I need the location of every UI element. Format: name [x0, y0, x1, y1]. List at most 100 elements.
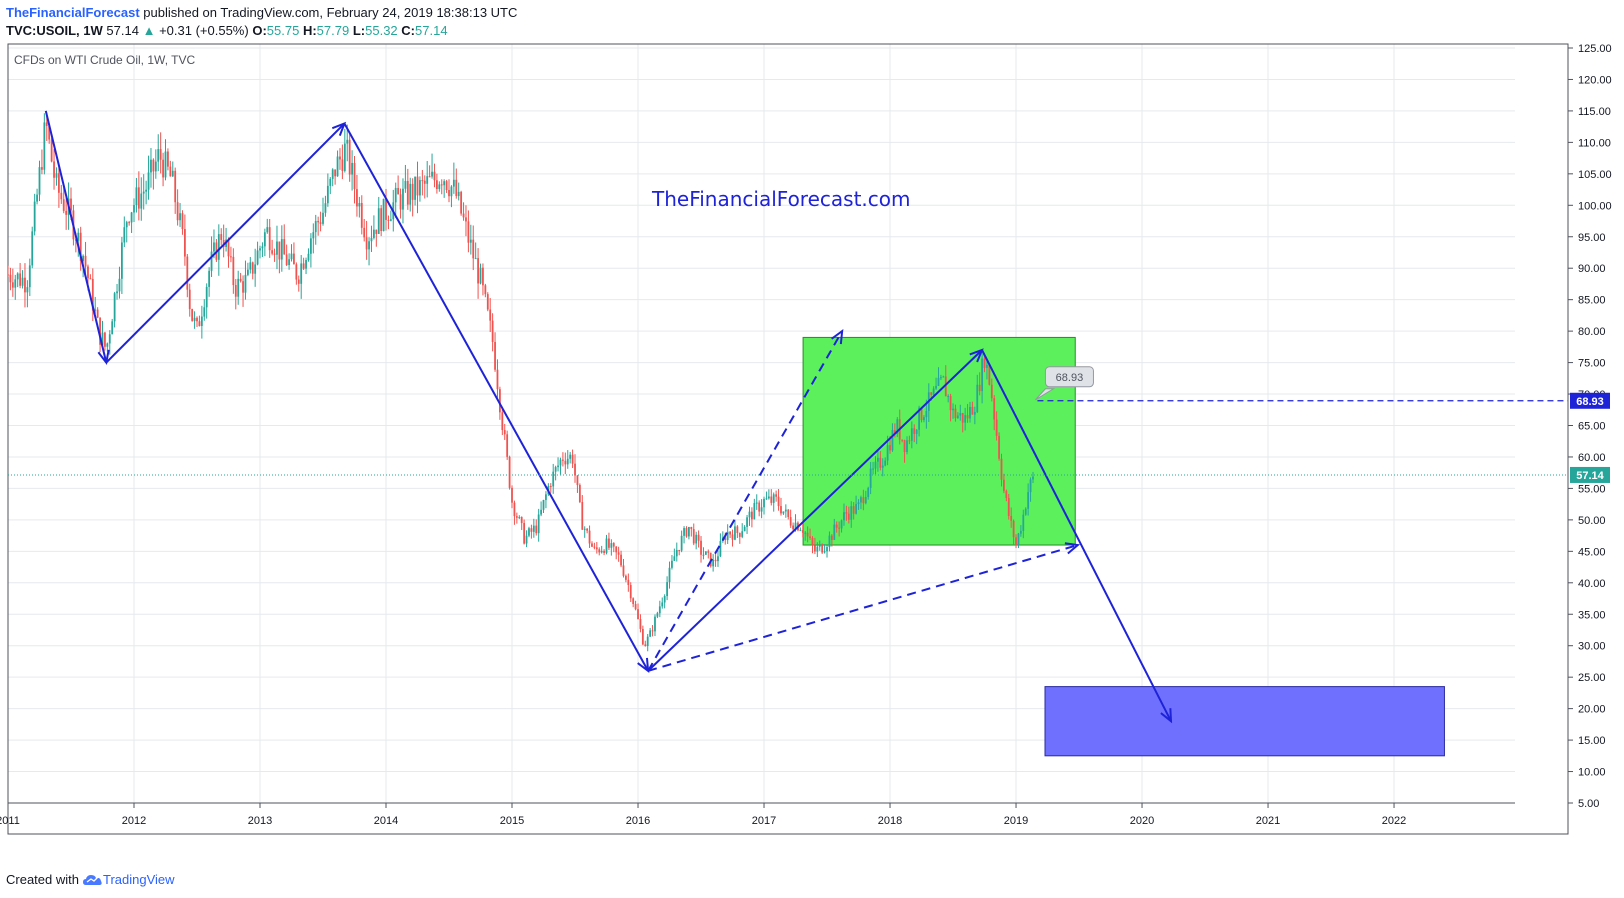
candle-body	[380, 208, 383, 232]
candle-body	[28, 265, 31, 288]
candle-body	[821, 544, 824, 553]
candle-body	[130, 212, 133, 223]
candle-body	[477, 258, 479, 284]
candle-body	[234, 285, 237, 297]
candle-body	[523, 522, 526, 544]
price-callout[interactable]: 68.93	[1035, 366, 1094, 401]
trend-arrow-5[interactable]	[981, 349, 1172, 722]
candle-body	[11, 282, 14, 288]
candle-body	[1029, 479, 1032, 493]
candle-body	[964, 415, 967, 423]
trend-arrow-1[interactable]	[44, 110, 108, 363]
candle-body	[213, 242, 215, 252]
candle-body	[1007, 497, 1010, 516]
candle-body	[411, 183, 414, 200]
candle-body	[782, 511, 785, 514]
candle-body	[387, 219, 390, 221]
price-tick-label: 10.00	[1578, 767, 1606, 779]
candle-body	[574, 463, 576, 476]
candle-body	[608, 538, 610, 548]
candle-body	[41, 167, 43, 170]
candle-body	[804, 532, 807, 534]
candle-body	[278, 241, 281, 260]
candle-body	[1010, 515, 1013, 521]
candle-body	[1003, 479, 1005, 491]
chart-grid	[7, 44, 1515, 804]
candle-body	[913, 428, 916, 434]
trend-arrow-2[interactable]	[105, 122, 346, 364]
candle-body	[474, 258, 477, 260]
callout-box[interactable]	[1044, 366, 1094, 388]
candle-body	[942, 376, 945, 378]
candle-body	[559, 459, 562, 466]
candle-body	[814, 545, 816, 552]
candle-body	[925, 410, 928, 418]
candle-body	[920, 407, 923, 421]
candle-body	[954, 408, 957, 419]
candle-body	[840, 520, 843, 529]
candle-body	[133, 205, 135, 213]
candle-body	[84, 255, 87, 267]
blue-target-zone[interactable]	[1044, 686, 1445, 757]
candle-body	[94, 309, 97, 311]
candle-body	[835, 524, 838, 528]
candle-body	[995, 419, 998, 436]
candle-body	[915, 429, 918, 434]
candle-body	[200, 316, 203, 327]
zones-layer	[802, 336, 1445, 757]
high-value: 57.79	[316, 23, 350, 38]
candle-body	[625, 575, 627, 580]
candle-body	[191, 309, 194, 321]
candle-body	[50, 139, 53, 162]
candle-body	[440, 184, 443, 186]
candle-body	[578, 484, 581, 502]
tradingview-link[interactable]: TradingView	[82, 872, 175, 887]
candle-body	[627, 579, 630, 586]
author-link[interactable]: TheFinancialForecast	[6, 5, 140, 20]
dashed-projection-arrow-1[interactable]	[647, 330, 844, 672]
candle-body	[503, 430, 506, 435]
candle-body	[971, 406, 974, 415]
time-tick-label: 2011	[0, 815, 20, 827]
candle-body	[809, 536, 811, 538]
candle-body	[561, 459, 564, 461]
chart-header: TheFinancialForecast published on Tradin…	[6, 4, 517, 40]
candle-body	[1022, 514, 1025, 531]
open-value: 55.75	[266, 23, 300, 38]
trend-arrow-4[interactable]	[647, 349, 983, 672]
candle-body	[375, 229, 378, 234]
candle-body	[811, 537, 814, 546]
candle-body	[767, 496, 770, 499]
candle-body	[765, 498, 768, 500]
candle-body	[770, 496, 773, 503]
candle-body	[845, 512, 848, 514]
candle-body	[118, 278, 121, 292]
candle-body	[959, 413, 962, 416]
candle-body	[615, 546, 618, 553]
candle-body	[188, 289, 191, 310]
candle-body	[923, 417, 925, 421]
candle-body	[406, 180, 409, 205]
candle-body	[552, 471, 555, 487]
candle-body	[341, 159, 344, 171]
candle-body	[734, 526, 736, 540]
candle-body	[651, 630, 654, 632]
candle-body	[62, 199, 65, 211]
candle-body	[232, 256, 235, 286]
candle-body	[675, 549, 678, 557]
candle-body	[986, 364, 988, 368]
candle-body	[833, 524, 836, 540]
candle-body	[1015, 537, 1017, 546]
candle-body	[656, 613, 659, 617]
trend-arrow-3[interactable]	[343, 123, 649, 672]
candle-body	[79, 232, 82, 262]
tradingview-brand[interactable]: TradingView	[102, 872, 175, 887]
candle-body	[128, 222, 131, 224]
candle-body	[486, 294, 489, 310]
price-tick-label: 30.00	[1578, 641, 1606, 653]
candle-body	[581, 501, 584, 530]
price-tick-label: 55.00	[1578, 483, 1606, 495]
candle-body	[1005, 490, 1008, 498]
candle-body	[952, 408, 954, 411]
